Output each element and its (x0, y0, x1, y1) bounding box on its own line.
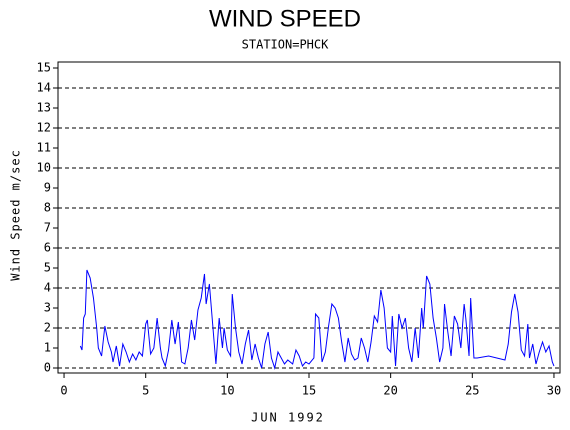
y-tick-label: 9 (44, 181, 51, 195)
y-tick-label: 5 (44, 261, 51, 275)
y-tick-label: 15 (37, 61, 51, 75)
y-tick-label: 14 (37, 81, 51, 95)
y-tick-label: 4 (44, 281, 51, 295)
data-line (79, 269, 555, 370)
y-tick-label: 6 (44, 241, 51, 255)
chart-subtitle: STATION=PHCK (242, 38, 329, 52)
y-tick-label: 1 (44, 341, 51, 355)
x-tick-label: 20 (383, 384, 397, 398)
x-tick-label: 10 (220, 384, 234, 398)
y-tick-label: 7 (44, 221, 51, 235)
plot-frame (57, 61, 561, 374)
x-tick-label: 30 (547, 384, 561, 398)
y-axis-label: Wind Speed m/sec (9, 149, 23, 281)
x-tick-label: 25 (465, 384, 479, 398)
y-tick-label: 8 (44, 201, 51, 215)
x-tick-label: 5 (142, 384, 149, 398)
x-tick-label: 15 (302, 384, 316, 398)
y-tick-label: 11 (37, 141, 51, 155)
chart-title: WIND SPEED (209, 5, 361, 32)
y-tick-label: 12 (37, 121, 51, 135)
x-axis-label: JUN 1992 (251, 411, 325, 425)
y-tick-label: 13 (37, 101, 51, 115)
y-tick-label: 3 (44, 301, 51, 315)
y-tick-label: 0 (44, 361, 51, 375)
y-tick-label: 10 (37, 161, 51, 175)
y-tick-label: 2 (44, 321, 51, 335)
x-tick-label: 0 (60, 384, 67, 398)
